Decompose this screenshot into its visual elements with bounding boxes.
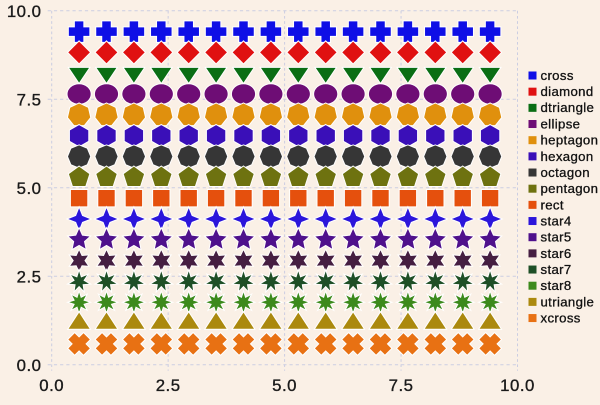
svg-text:utriangle: utriangle [541,294,595,309]
svg-text:star6: star6 [541,246,572,261]
svg-text:ellipse: ellipse [541,116,581,131]
svg-text:star7: star7 [541,262,572,277]
svg-text:pentagon: pentagon [541,181,599,196]
svg-text:hexagon: hexagon [541,149,594,164]
svg-text:star8: star8 [541,278,572,293]
svg-text:5.0: 5.0 [272,376,297,395]
svg-text:0.0: 0.0 [39,376,64,395]
svg-text:5.0: 5.0 [17,179,42,198]
svg-text:10.0: 10.0 [7,2,42,21]
svg-text:dtriangle: dtriangle [541,100,595,115]
svg-text:cross: cross [541,68,574,83]
svg-text:star5: star5 [541,230,572,245]
svg-text:7.5: 7.5 [389,376,414,395]
svg-text:rect: rect [541,197,564,212]
svg-text:octagon: octagon [541,165,590,180]
svg-text:xcross: xcross [541,310,581,325]
svg-text:7.5: 7.5 [17,90,42,109]
svg-text:2.5: 2.5 [17,267,42,286]
svg-text:0.0: 0.0 [17,356,42,375]
svg-text:2.5: 2.5 [156,376,181,395]
svg-text:10.0: 10.0 [500,376,535,395]
svg-text:star4: star4 [541,213,572,228]
svg-text:heptagon: heptagon [541,133,599,148]
svg-text:diamond: diamond [541,84,594,99]
